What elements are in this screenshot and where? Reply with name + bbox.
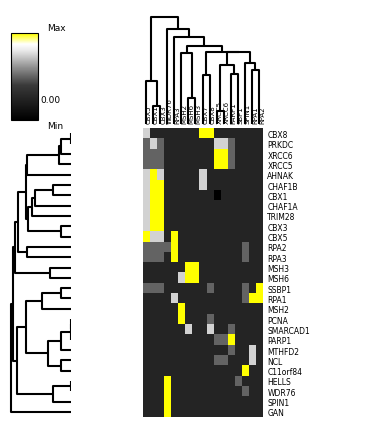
- Text: Max: Max: [46, 24, 65, 33]
- Text: Min: Min: [46, 122, 63, 131]
